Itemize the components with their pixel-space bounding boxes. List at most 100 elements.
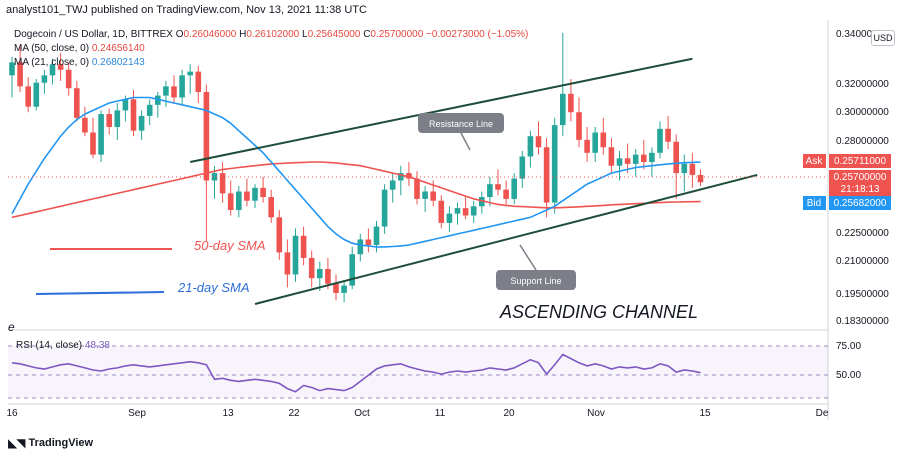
ma21-line bbox=[11, 96, 701, 248]
candle bbox=[341, 280, 347, 303]
candle bbox=[114, 102, 121, 140]
price-axis-labels: 0.34000000 0.32000000 0.30000000 0.28000000… bbox=[836, 29, 889, 327]
tradingview-logo[interactable]: ◣◥ TradingView bbox=[8, 436, 93, 450]
candle bbox=[624, 143, 631, 174]
rsi-axis-75: 75.00 bbox=[836, 341, 861, 352]
candle bbox=[146, 99, 153, 126]
candle bbox=[406, 162, 412, 186]
publisher-line: analyst101_TWJ published on TradingView.… bbox=[6, 4, 367, 16]
ask-price: 0.25711000 bbox=[834, 156, 887, 167]
candle bbox=[333, 274, 339, 301]
open-label: O bbox=[175, 29, 184, 40]
candle bbox=[632, 149, 639, 177]
candle bbox=[325, 257, 331, 290]
high-value: 0.26102000 bbox=[246, 29, 300, 40]
candle bbox=[349, 246, 355, 290]
candle bbox=[584, 126, 590, 163]
candle bbox=[495, 169, 501, 196]
open-value: 0.26046000 bbox=[183, 29, 237, 40]
candle bbox=[462, 197, 469, 220]
candle bbox=[689, 152, 696, 188]
time-tick-label: 20 bbox=[503, 408, 515, 419]
ma21-label: MA (21, close, 0) bbox=[14, 57, 90, 68]
candle bbox=[90, 117, 96, 159]
ma50-label: MA (50, close, 0) bbox=[14, 43, 90, 54]
sma50-annotation: 50-day SMA bbox=[194, 238, 266, 253]
candle bbox=[171, 75, 177, 103]
price-tick-label: 0.18300000 bbox=[836, 316, 889, 327]
time-tick-label: Sep bbox=[128, 408, 146, 419]
candle bbox=[17, 45, 23, 92]
candle bbox=[600, 117, 607, 155]
candle bbox=[389, 173, 396, 203]
time-tick-label: Oct bbox=[354, 408, 370, 419]
candle bbox=[665, 115, 671, 150]
rsi-band bbox=[8, 346, 828, 398]
tradingview-brand: TradingView bbox=[28, 437, 94, 449]
rsi-legend[interactable]: RSI (14, close) 48.38 bbox=[16, 340, 110, 351]
pane-marker: e bbox=[8, 320, 15, 334]
candle bbox=[511, 173, 517, 205]
last-price: 0.25700000 bbox=[834, 172, 887, 183]
candle bbox=[438, 195, 445, 229]
candle bbox=[454, 202, 461, 225]
candle bbox=[503, 180, 509, 205]
time-tick-label: 16 bbox=[6, 408, 18, 419]
candle bbox=[365, 228, 372, 253]
candle bbox=[300, 226, 307, 266]
support-callout: Support Line bbox=[496, 244, 576, 290]
candle bbox=[487, 176, 493, 207]
svg-text:50.00: 50.00 bbox=[836, 370, 861, 381]
candle bbox=[616, 150, 623, 181]
ma-lines-group bbox=[11, 96, 701, 248]
ask-label: Ask bbox=[806, 156, 824, 167]
candle bbox=[649, 147, 655, 177]
candle bbox=[422, 185, 428, 212]
resistance-label: Resistance Line bbox=[429, 119, 493, 129]
candle bbox=[252, 184, 258, 209]
candle bbox=[527, 130, 534, 168]
candle bbox=[657, 121, 663, 159]
rsi-line-group bbox=[11, 353, 701, 393]
time-tick-label: 13 bbox=[222, 408, 234, 419]
candle bbox=[357, 233, 364, 262]
rsi-axis-50: 50.00 bbox=[830, 368, 864, 382]
candle bbox=[74, 80, 80, 122]
support-line bbox=[254, 173, 758, 305]
price-tick-label: 0.30000000 bbox=[836, 107, 889, 118]
symbol-row: Dogecoin / US Dollar, 1D, BITTREX O0.260… bbox=[14, 28, 528, 42]
candle bbox=[33, 79, 40, 111]
ma21-row[interactable]: MA (21, close, 0) 0.26802143 bbox=[14, 56, 528, 70]
close-value: 0.25700000 bbox=[370, 29, 424, 40]
candle bbox=[276, 209, 283, 260]
candle bbox=[535, 121, 542, 155]
currency-button[interactable]: USD bbox=[871, 30, 895, 46]
price-tick-label: 0.21000000 bbox=[836, 256, 889, 267]
low-value: 0.25645000 bbox=[307, 29, 361, 40]
candle bbox=[9, 56, 15, 98]
ma50-row[interactable]: MA (50, close, 0) 0.24656140 bbox=[14, 42, 528, 56]
close-label: C bbox=[363, 29, 371, 40]
candle bbox=[41, 69, 48, 94]
last-price-badge: 0.25700000 21:18:13 bbox=[829, 170, 891, 196]
candle bbox=[25, 77, 31, 113]
candle bbox=[681, 154, 688, 192]
candle bbox=[519, 150, 526, 188]
rsi-line bbox=[11, 353, 701, 393]
candle bbox=[260, 176, 266, 203]
price-tick-label: 0.19500000 bbox=[836, 289, 889, 300]
candle bbox=[308, 250, 315, 288]
low-label: L bbox=[302, 29, 308, 40]
support-label: Support Line bbox=[510, 276, 561, 286]
candle bbox=[138, 110, 145, 140]
change-value: −0.00273000 (−1.05%) bbox=[426, 29, 529, 40]
tradingview-mark-icon: ◣◥ bbox=[8, 436, 25, 450]
candle bbox=[244, 178, 250, 207]
candle bbox=[608, 138, 615, 174]
candle bbox=[227, 180, 234, 216]
candle bbox=[673, 134, 679, 199]
candle bbox=[268, 189, 274, 223]
candle bbox=[236, 185, 242, 218]
